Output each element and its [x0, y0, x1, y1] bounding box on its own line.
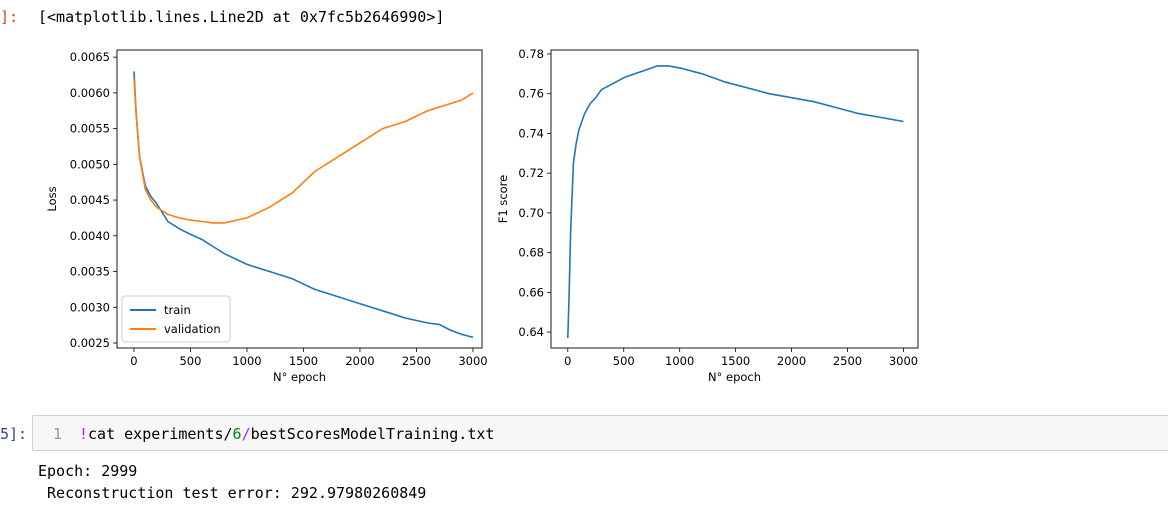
bang-operator: !: [79, 425, 89, 443]
y-tick-label-0-5: 0.0050: [70, 157, 110, 171]
y-axis-label-1: F1 score: [496, 175, 510, 224]
y-tick-label-0-1: 0.0030: [70, 300, 110, 314]
y-tick-label-0-4: 0.0045: [70, 193, 110, 207]
y-tick-label-0-3: 0.0040: [70, 229, 110, 243]
y-tick-label-1-3: 0.70: [518, 206, 544, 220]
y-axis-label-0: Loss: [45, 186, 59, 211]
plot-frame-0: [116, 49, 483, 349]
series-line-1-0: [567, 65, 904, 339]
x-tick-label-0-5: 2500: [402, 354, 431, 368]
x-axis-label-1: N° epoch: [708, 370, 761, 384]
y-tick-label-1-6: 0.76: [518, 87, 544, 101]
cmd-number: 6: [232, 425, 242, 443]
x-tick-label-1-6: 3000: [889, 354, 918, 368]
x-axis-label-0: N° epoch: [273, 370, 326, 384]
code-cell-input[interactable]: 1 !cat experiments/6/bestScoresModelTrai…: [32, 415, 1168, 451]
code-text[interactable]: !cat experiments/6/bestScoresModelTraini…: [79, 425, 494, 443]
x-tick-label-1-1: 500: [613, 354, 635, 368]
y-tick-label-0-8: 0.0065: [70, 50, 110, 64]
x-tick-label-1-0: 0: [564, 354, 571, 368]
line-number: 1: [53, 425, 63, 443]
y-tick-label-1-0: 0.64: [518, 325, 544, 339]
legend-box-0: [121, 295, 231, 343]
plot-frame-1: [550, 49, 919, 349]
charts-output: 0 500 1000 1500 2000 2500 3000 0.0025 0.0030 0.00…: [45, 47, 919, 384]
legend-label-0-1: validation: [164, 322, 221, 336]
y-tick-label-1-1: 0.66: [518, 285, 544, 299]
series-line-0-1: [133, 78, 474, 224]
cmd-prefix: cat experiments/: [88, 425, 233, 443]
f1-chart: 0 500 1000 1500 2000 2500 3000 0.64 0.66 0.68 0.70…: [496, 47, 919, 384]
loss-chart: 0 500 1000 1500 2000 2500 3000 0.0025 0.0030 0.00…: [45, 49, 488, 384]
cell-stdout: Epoch: 2999 Reconstruction test error: 2…: [38, 460, 426, 504]
legend-label-0-0: train: [164, 303, 191, 317]
input-prompt: 5]:: [0, 425, 28, 443]
output-repr: [<matplotlib.lines.Line2D at 0x7fc5b2646…: [38, 8, 445, 26]
y-tick-label-1-5: 0.74: [518, 126, 544, 140]
y-tick-label-1-4: 0.72: [518, 166, 544, 180]
x-tick-label-1-5: 2500: [833, 354, 862, 368]
y-tick-label-0-0: 0.0025: [70, 336, 110, 350]
x-tick-label-0-6: 3000: [458, 354, 487, 368]
y-tick-label-0-7: 0.0060: [70, 86, 110, 100]
y-tick-label-0-6: 0.0055: [70, 122, 110, 136]
y-tick-label-1-7: 0.78: [518, 47, 544, 61]
x-tick-label-1-4: 2000: [777, 354, 806, 368]
y-tick-label-0-2: 0.0035: [70, 265, 110, 279]
x-tick-label-0-0: 0: [130, 354, 137, 368]
stdout-line-epoch: Epoch: 2999: [38, 462, 138, 480]
x-tick-label-0-4: 2000: [345, 354, 374, 368]
x-tick-label-1-3: 1500: [721, 354, 750, 368]
series-line-0-0: [133, 71, 474, 339]
cmd-suffix: bestScoresModelTraining.txt: [250, 425, 495, 443]
cmd-separator: /: [241, 425, 251, 443]
x-tick-label-0-3: 1500: [289, 354, 318, 368]
x-tick-label-0-1: 500: [179, 354, 201, 368]
x-tick-label-0-2: 1000: [232, 354, 261, 368]
y-tick-label-1-2: 0.68: [518, 246, 544, 260]
output-prompt: ]:: [0, 8, 19, 26]
x-tick-label-1-2: 1000: [665, 354, 694, 368]
stdout-line-error: Reconstruction test error: 292.979802608…: [38, 484, 427, 502]
